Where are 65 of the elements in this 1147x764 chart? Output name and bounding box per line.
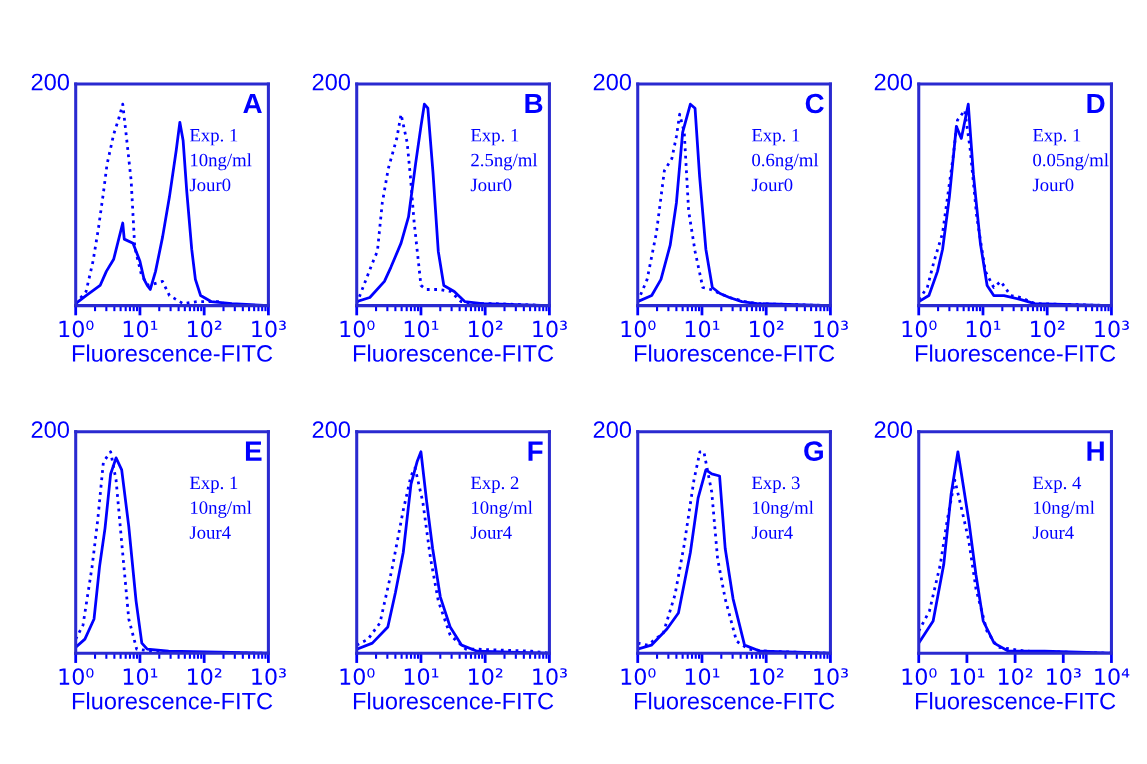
x-tick-label: 10⁴ [1095,668,1130,685]
x-tick-label: 10² [469,320,503,338]
x-tick-label: 10¹ [123,320,158,338]
x-tick-label: 10³ [533,320,567,338]
annotation: G [804,441,823,461]
x-axis-title: Fluorescence-FITC [72,692,273,710]
annotation: C [805,93,824,114]
annotation: Exp. 1 10ng/ml Jour0 [189,128,252,192]
text: 200 [874,73,913,91]
x-tick-label: 10³ [1047,668,1081,685]
x-axis-title: Fluorescence-FITC [916,692,1116,710]
x-tick-label: 10¹ [404,668,439,685]
x-tick-label: 10¹ [966,320,1001,338]
x-tick-label: 10¹ [123,668,158,685]
x-tick-label: 10³ [533,668,567,685]
x-tick-label: 10⁰ [340,668,375,685]
x-tick-label: 10³ [1095,320,1129,338]
x-tick-label: 10² [469,668,503,685]
annotation: Exp. 4 10ng/ml Jour4 [1032,476,1095,539]
x-axis-title: Fluorescence-FITC [72,344,273,362]
annotation: D [1087,93,1105,114]
annotation: A [243,93,262,114]
x-tick-label: 10⁰ [59,320,94,338]
annotation: F [528,441,543,461]
x-tick-label: 10⁰ [340,320,375,338]
x-tick-label: 10² [750,320,784,338]
x-tick-label: 10⁰ [902,320,937,338]
x-tick-label: 10³ [814,668,848,685]
text: 200 [593,421,632,438]
x-tick-label: 10¹ [685,668,720,685]
text: 200 [31,421,69,438]
x-tick-label: 10¹ [950,668,985,685]
annotation: E [245,441,262,461]
x-tick-label: 10¹ [404,320,439,338]
text: 200 [312,421,351,438]
x-tick-label: 10⁰ [59,668,94,685]
text: 200 [312,73,351,91]
text: 200 [874,421,913,438]
x-tick-label: 10⁰ [621,320,656,338]
annotation: Exp. 1 10ng/ml Jour4 [189,476,252,539]
x-tick-label: 10³ [252,668,286,685]
annotation: B [525,93,543,114]
x-tick-label: 10² [1031,320,1065,338]
annotation: Exp. 1 0.6ng/ml Jour0 [751,128,819,192]
x-tick-label: 10⁰ [902,668,937,685]
annotation: H [1087,441,1104,461]
x-tick-label: 10² [998,668,1033,685]
x-tick-label: 10¹ [685,320,720,338]
annotation: Exp. 1 0.05ng/ml Jour0 [1032,128,1109,192]
annotation: Exp. 3 10ng/ml Jour4 [751,476,814,539]
x-axis-title: Fluorescence-FITC [635,344,835,362]
x-tick-label: 10³ [814,320,848,338]
x-tick-label: 10² [188,668,222,685]
x-axis-title: Fluorescence-FITC [353,344,554,362]
x-tick-label: 10³ [252,320,286,338]
annotation: Exp. 1 2.5ng/ml Jour0 [470,128,538,192]
text: 200 [31,73,69,91]
x-axis-title: Fluorescence-FITC [353,692,554,710]
x-tick-label: 10² [188,320,222,338]
x-tick-label: 10² [750,668,784,685]
x-axis-title: Fluorescence-FITC [916,344,1116,362]
annotation: Exp. 2 10ng/ml Jour4 [470,476,533,539]
x-axis-title: Fluorescence-FITC [635,692,835,710]
x-tick-label: 10⁰ [621,668,656,685]
text: 200 [593,73,632,91]
